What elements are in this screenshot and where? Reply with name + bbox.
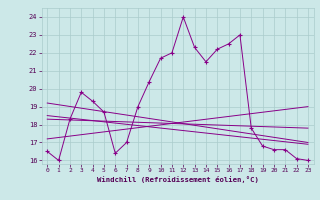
- X-axis label: Windchill (Refroidissement éolien,°C): Windchill (Refroidissement éolien,°C): [97, 176, 259, 183]
